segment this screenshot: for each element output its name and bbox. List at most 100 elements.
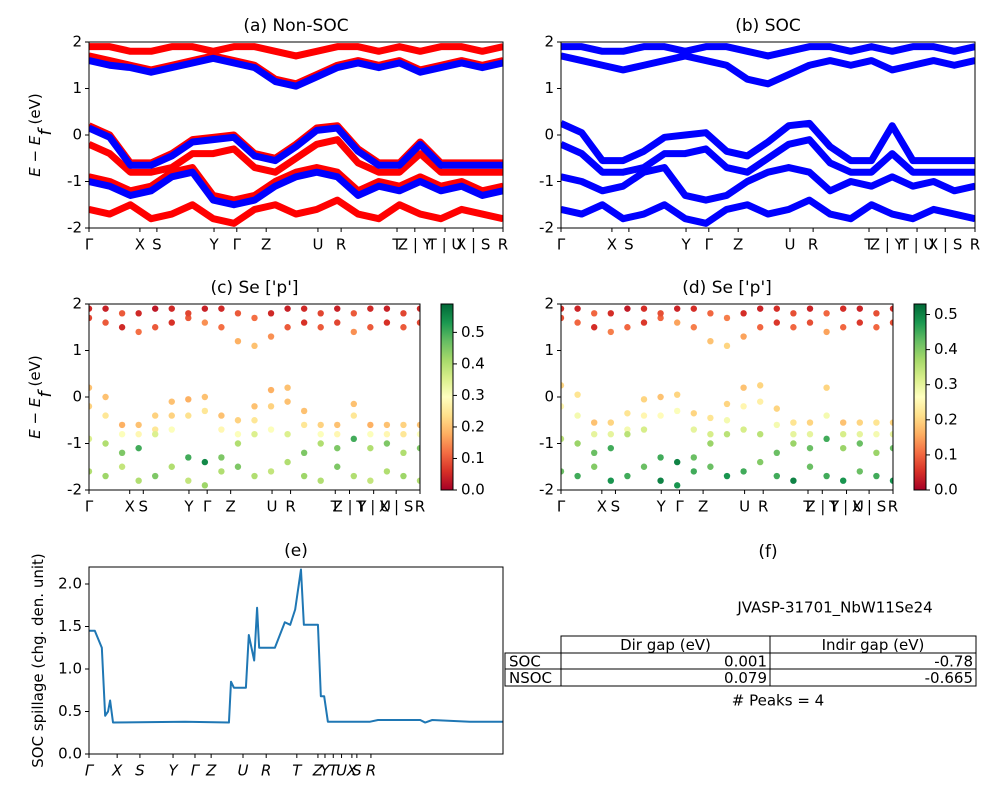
band-point (723, 342, 731, 350)
band-point (300, 449, 308, 456)
band-line (89, 54, 503, 90)
band-point (856, 305, 863, 312)
x-tick-label: S (139, 498, 149, 516)
band-point (873, 431, 880, 438)
band-point (674, 458, 681, 466)
x-tick-label: X | S (456, 236, 490, 254)
band-point (383, 319, 391, 326)
band-point (135, 444, 142, 452)
band-point (218, 454, 225, 461)
table-cell (769, 668, 977, 687)
band-point (118, 449, 126, 456)
band-point (624, 410, 631, 417)
band-point (102, 305, 109, 312)
band-point (823, 310, 830, 317)
band-point (350, 435, 357, 443)
band-line (89, 124, 503, 169)
band-point (723, 472, 731, 480)
band-point (773, 319, 780, 326)
band-point (185, 454, 192, 461)
band-point (383, 431, 391, 438)
band-point (135, 431, 142, 438)
band-point (102, 393, 109, 401)
band-point (218, 412, 225, 419)
band-point (674, 482, 681, 489)
colorbar-tick-label: 0.1 (934, 445, 958, 463)
x-tick-label: Γ (191, 762, 201, 780)
band-point (840, 431, 847, 438)
x-tick-label: U (238, 762, 249, 780)
x-tick-label: R (415, 498, 425, 516)
band-point (168, 319, 175, 326)
band-point (561, 382, 565, 389)
band-point (657, 314, 664, 322)
band-point (674, 305, 681, 312)
band-point (740, 468, 747, 475)
band-point (416, 444, 420, 452)
band-point (873, 324, 880, 331)
band-point (607, 431, 614, 438)
x-tick-label: Z | Y (332, 498, 367, 516)
band-point (740, 333, 747, 340)
y-tick-label: -1 (67, 434, 82, 452)
band-point (185, 477, 192, 484)
x-tick-label: S (352, 762, 362, 780)
x-tick-label: R (366, 762, 376, 780)
y-axis-label-part: f (35, 389, 56, 398)
x-tick-label: T | U (899, 236, 935, 254)
band-point (840, 305, 847, 312)
band-line (89, 164, 503, 204)
band-point (856, 440, 863, 447)
band-point (757, 398, 764, 405)
x-tick-label: Z | Y (870, 236, 905, 254)
band-line (89, 43, 503, 60)
panel-title: (f) (758, 542, 777, 562)
band-point (334, 431, 341, 438)
band-point (168, 305, 175, 312)
band-line (561, 196, 975, 227)
x-tick-label: T | U (355, 498, 391, 516)
band-point (690, 410, 697, 417)
band-point (640, 412, 648, 419)
subtitle: JVASP-31701_NbW11Se24 (736, 599, 932, 618)
y-tick-label: 1 (72, 341, 82, 359)
band-point (383, 440, 391, 447)
band-point (889, 419, 893, 426)
band-point (591, 324, 598, 331)
band-point (251, 417, 258, 424)
y-axis-label: SOC spillage (chg. den. unit) (29, 553, 47, 768)
x-tick-label: Y (208, 236, 219, 254)
band-point (657, 477, 664, 484)
plot-area (89, 43, 503, 227)
band-point (607, 419, 614, 426)
band-point (740, 403, 747, 410)
colorbar-tick-label: 0.2 (934, 410, 958, 428)
y-tick-label: 0.5 (58, 702, 82, 720)
band-point (790, 310, 797, 317)
band-point (400, 472, 407, 480)
band-point (740, 426, 747, 433)
band-point (102, 472, 109, 480)
band-point (251, 472, 258, 480)
band-line (89, 168, 503, 209)
colorbar-tick-label: 0.1 (461, 449, 485, 467)
plot-area (89, 568, 503, 724)
x-tick-label: T | U (427, 236, 463, 254)
band-point (790, 431, 797, 438)
band-point (218, 324, 225, 331)
band-point (234, 338, 242, 345)
y-tick-label: 0 (72, 388, 82, 406)
band-point (367, 324, 374, 331)
x-tick-label: Z | Y (398, 236, 433, 254)
band-point (773, 405, 780, 412)
y-axis-label-part: E − E (26, 135, 44, 177)
band-point (416, 305, 420, 312)
band-point (640, 463, 648, 470)
x-tick-label: Z (733, 236, 743, 254)
band-point (334, 305, 341, 312)
band-point (201, 393, 209, 401)
x-tick-label: R (285, 498, 295, 516)
colorbar (913, 303, 927, 491)
x-tick-label: S (152, 236, 162, 254)
